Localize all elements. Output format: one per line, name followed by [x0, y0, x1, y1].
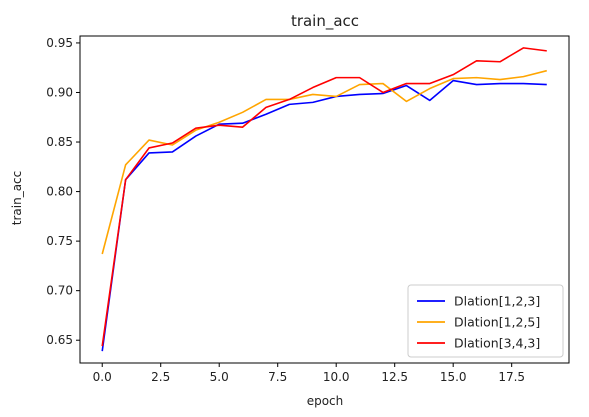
y-tick-label: 0.70 — [46, 284, 73, 298]
series-line-1 — [101, 79, 547, 352]
x-tick-label: 15.0 — [440, 370, 467, 384]
x-axis-label: epoch — [307, 394, 344, 408]
series-lines — [101, 47, 547, 352]
y-tick-label: 0.75 — [46, 234, 73, 248]
series-line-2 — [101, 69, 547, 255]
x-tick-label: 7.5 — [268, 370, 287, 384]
x-tick-label: 0.0 — [93, 370, 112, 384]
x-tick-label: 2.5 — [151, 370, 170, 384]
x-tick-label: 10.0 — [323, 370, 350, 384]
chart-title: train_acc — [291, 12, 359, 31]
x-axis-ticks: 0.0 2.5 5.0 7.5 10.0 12.5 15.0 17.5 — [93, 363, 525, 384]
legend: Dlation[1,2,3] Dlation[1,2,5] Dlation[3,4,… — [407, 284, 564, 358]
series-line-3 — [101, 47, 547, 347]
legend-box — [407, 284, 564, 358]
legend-label: Dlation[1,2,5] — [454, 315, 540, 330]
y-tick-label: 0.80 — [46, 185, 73, 199]
x-tick-label: 5.0 — [210, 370, 229, 384]
y-tick-label: 0.90 — [46, 85, 73, 99]
legend-label: Dlation[1,2,3] — [454, 294, 540, 309]
y-axis-ticks: 0.65 0.70 0.75 0.80 0.85 0.90 0.95 — [46, 36, 80, 347]
x-tick-label: 12.5 — [381, 370, 408, 384]
y-tick-label: 0.95 — [46, 36, 73, 50]
x-tick-label: 17.5 — [498, 370, 525, 384]
y-tick-label: 0.65 — [46, 333, 73, 347]
legend-label: Dlation[3,4,3] — [454, 336, 540, 351]
y-tick-label: 0.85 — [46, 135, 73, 149]
y-axis-label: train_acc — [10, 171, 24, 225]
plot-area — [79, 35, 570, 364]
